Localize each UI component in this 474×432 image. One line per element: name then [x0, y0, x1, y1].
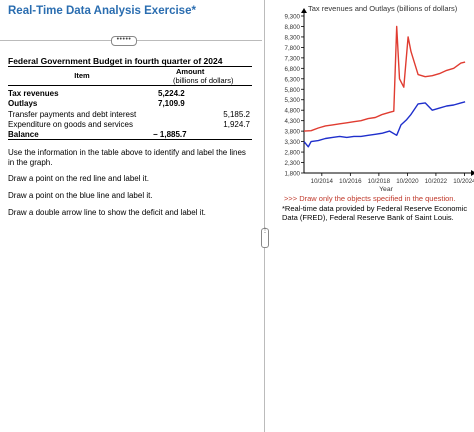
y-tick-label: 5,300 [285, 97, 301, 104]
row-subvalue: 1,924.7 [223, 120, 250, 129]
line-chart[interactable]: 9,300 8,800 8,300 7,800 7,300 6,800 6,300 5,800… [268, 0, 474, 200]
x-tick-label: 10/2020 [396, 178, 419, 185]
table-row: Tax revenues 5,224.2 [8, 89, 252, 100]
instruction-text: Use the information in the table above t… [8, 148, 246, 167]
row-value: 5,224.2 [158, 89, 185, 98]
chart-note: >>> Draw only the objects specified in t… [284, 194, 456, 203]
table-title: Federal Government Budget in fourth quar… [8, 56, 223, 66]
instruction-text: Draw a point on the red line and label i… [8, 174, 149, 183]
y-tick-label: 5,800 [285, 87, 301, 94]
x-tick-label: 10/2014 [311, 178, 334, 185]
y-tick-label: 1,800 [285, 171, 301, 178]
y-tick-label: 8,800 [285, 24, 301, 31]
row-value: 7,109.9 [158, 99, 185, 108]
y-tick-label: 3,800 [285, 129, 301, 136]
y-tick-label: 4,800 [285, 108, 301, 115]
instruction-text: Draw a point on the blue line and label … [8, 191, 153, 200]
y-axis-arrow [301, 8, 307, 13]
x-tick-label: 10/2016 [339, 178, 362, 185]
x-tick-label: 10/2022 [425, 178, 448, 185]
panel-resize-handle[interactable]: ⋮ [261, 228, 269, 248]
table-row: Expenditure on goods and services 1,924.… [8, 120, 252, 131]
table-rule [8, 85, 252, 86]
row-subvalue: 5,185.2 [223, 110, 250, 119]
series-line [303, 101, 466, 148]
chart-title: Tax revenues and Outlays (billions of do… [308, 4, 458, 13]
row-label: Expenditure on goods and services [8, 120, 133, 129]
x-tick-label: 10/2024 [453, 178, 474, 185]
row-label: Balance [8, 130, 39, 139]
row-label: Outlays [8, 99, 38, 108]
exercise-title: Real-Time Data Analysis Exercise* [8, 5, 196, 17]
graph-panel: Tax revenues and Outlays (billions of do… [268, 0, 474, 432]
exercise-panel: Real-Time Data Analysis Exercise* ••••• … [0, 5, 262, 217]
panel-divider [264, 0, 265, 432]
x-tick-label: 10/2018 [368, 178, 391, 185]
instruction-text: Draw a double arrow line to show the def… [8, 208, 206, 217]
table-rule [8, 139, 252, 140]
table-header-item: Item [74, 71, 90, 80]
row-label: Transfer payments and debt interest [8, 110, 137, 119]
table-row: Balance − 1,885.7 [8, 130, 252, 141]
y-tick-label: 8,300 [285, 34, 301, 41]
y-tick-label: 2,300 [285, 160, 301, 167]
y-tick-label: 7,800 [285, 45, 301, 52]
x-axis-arrow [471, 170, 474, 176]
y-tick-label: 7,300 [285, 55, 301, 62]
y-tick-label: 2,800 [285, 150, 301, 157]
table-rule [8, 66, 252, 67]
data-credit: *Real-time data provided by Federal Rese… [282, 204, 468, 222]
table-header-unit: (billions of dollars) [173, 76, 234, 85]
table-row: Outlays 7,109.9 [8, 99, 252, 110]
collapse-button[interactable]: ••••• [111, 36, 137, 46]
series-line [303, 25, 466, 132]
row-label: Tax revenues [8, 89, 59, 98]
y-tick-label: 4,300 [285, 118, 301, 125]
table-header-amount: Amount [176, 67, 205, 76]
table-row: Transfer payments and debt interest 5,18… [8, 110, 252, 121]
y-tick-label: 6,800 [285, 66, 301, 73]
row-value: − 1,885.7 [153, 130, 187, 139]
y-tick-label: 3,300 [285, 139, 301, 146]
y-tick-label: 6,300 [285, 76, 301, 83]
y-tick-label: 9,300 [285, 14, 301, 21]
x-axis-label: Year [379, 186, 393, 193]
